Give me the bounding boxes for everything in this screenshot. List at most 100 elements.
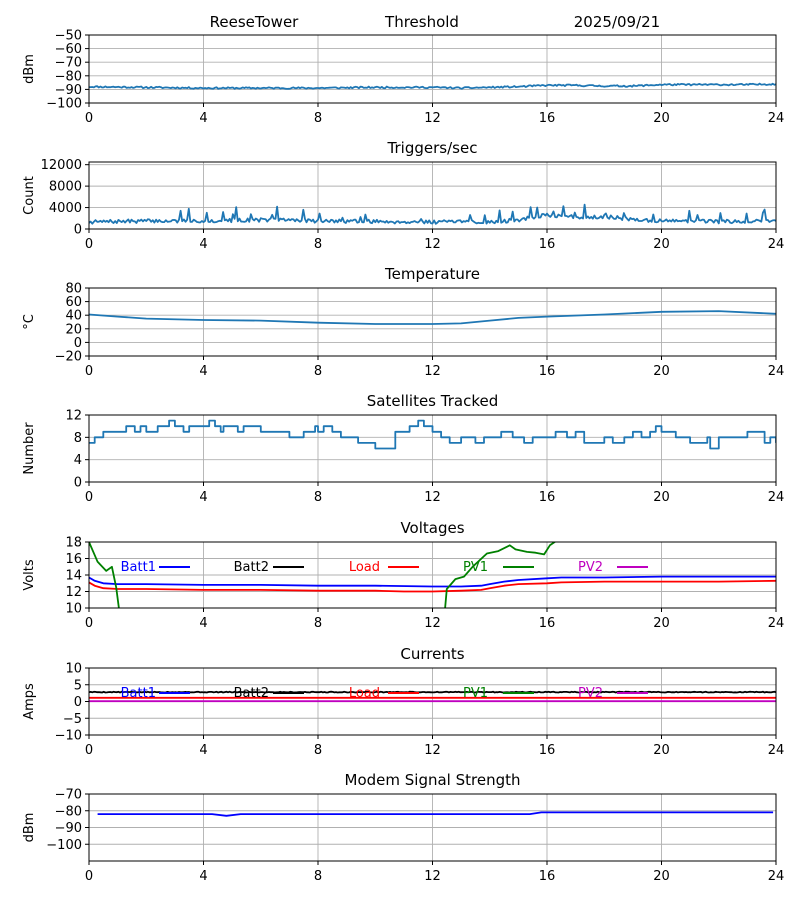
x-tick-label: 8 [314,743,322,758]
x-tick-label: 20 [653,237,670,252]
y-tick-label: −80 [55,69,82,84]
x-tick-label: 4 [199,237,207,252]
axes [85,541,777,612]
series-line-satellites [89,419,776,450]
x-tick-label: 12 [424,364,441,379]
x-tick-label: 0 [85,237,93,252]
grid [88,34,777,104]
y-axis-label: Amps [22,683,37,720]
x-tick-label: 16 [539,237,556,252]
y-tick-label: −5 [63,712,82,727]
y-tick-label: 10 [65,602,82,617]
plot-frame [88,161,777,230]
legend-label-load: Load [349,560,380,575]
x-tick-label: 12 [424,743,441,758]
x-tick-label: 12 [424,237,441,252]
legend-label-pv2: PV2 [578,686,603,701]
y-tick-label: −90 [55,821,82,836]
y-tick-label: 8000 [49,180,82,195]
x-tick-label: 8 [314,111,322,126]
panel-modem: Modem Signal Strength dBm 0 4 8 12 16 20 24 −100 −… [22,771,784,884]
y-tick-label: −70 [55,56,82,71]
legend-label-batt2: Batt2 [234,560,269,575]
x-tick-label: 4 [199,743,207,758]
plot-frame [88,287,777,357]
plot-frame [88,793,777,862]
x-tick-label: 8 [314,869,322,884]
legend: Batt1 Batt2 Load PV1 PV2 [121,560,648,575]
series-group [89,419,776,450]
series-line-batt1 [89,575,776,588]
y-tick-label: −100 [46,97,82,112]
legend-label-pv1: PV1 [463,560,488,575]
grid [88,414,777,483]
y-tick-label: 80 [65,282,82,297]
panel-title: Modem Signal Strength [345,771,521,789]
y-axis-label: Volts [22,559,37,591]
header-station: ReeseTower [210,13,300,31]
axes [85,287,777,360]
panel-triggers: Triggers/sec Count 0 4 8 12 16 20 24 0 4000 8000 120… [22,139,784,252]
x-tick-label: 0 [85,743,93,758]
x-tick-label: 16 [539,111,556,126]
x-tick-label: 0 [85,616,93,631]
series-group [97,811,774,817]
y-tick-label: 0 [74,476,82,491]
x-tick-label: 0 [85,869,93,884]
grid [88,793,777,861]
x-tick-label: 4 [199,490,207,505]
x-tick-label: 20 [653,869,670,884]
x-tick-label: 8 [314,616,322,631]
panel-title: Triggers/sec [387,139,478,157]
header-date: 2025/09/21 [574,13,660,31]
y-tick-label: 12 [65,409,82,424]
y-tick-label: −100 [46,838,82,853]
x-tick-label: 24 [768,743,785,758]
y-axis-label: dBm [22,813,37,843]
x-tick-label: 24 [768,616,785,631]
axes [85,414,777,486]
y-tick-label: 14 [65,569,82,584]
x-tick-label: 16 [539,743,556,758]
panel-title: Currents [400,645,464,663]
y-tick-label: 20 [65,322,82,337]
y-tick-label: 10 [65,662,82,677]
x-tick-label: 24 [768,869,785,884]
x-tick-label: 20 [653,616,670,631]
x-tick-label: 20 [653,490,670,505]
series-line-temperature [89,310,776,325]
grid [88,287,777,357]
axes [85,34,777,107]
x-tick-label: 16 [539,490,556,505]
y-tick-label: −20 [55,350,82,365]
x-tick-label: 0 [85,111,93,126]
x-tick-label: 8 [314,364,322,379]
y-tick-label: −90 [55,83,82,98]
legend-label-pv1: PV1 [463,686,488,701]
series-line-modem [97,811,774,817]
y-tick-label: 4 [74,453,82,468]
series-group [89,310,776,325]
x-tick-label: 16 [539,869,556,884]
x-tick-label: 16 [539,616,556,631]
x-tick-label: 24 [768,111,785,126]
y-tick-label: 0 [74,223,82,238]
x-tick-label: 4 [199,869,207,884]
series-line-batt2 [89,690,776,694]
legend: Batt1 Batt2 Load PV1 PV2 [121,686,648,701]
x-tick-label: 0 [85,364,93,379]
x-tick-label: 0 [85,490,93,505]
grid [88,541,777,609]
x-tick-label: 8 [314,490,322,505]
x-tick-label: 4 [199,111,207,126]
series-group [89,203,776,225]
plot-frame [88,667,777,736]
x-tick-label: 20 [653,364,670,379]
panel-threshold: dBm 0 4 8 12 16 20 24 −100−90−80−70−60−50 [22,29,784,127]
series-group [89,690,776,703]
series-line-threshold [89,82,776,90]
y-axis-label: dBm [22,54,37,84]
